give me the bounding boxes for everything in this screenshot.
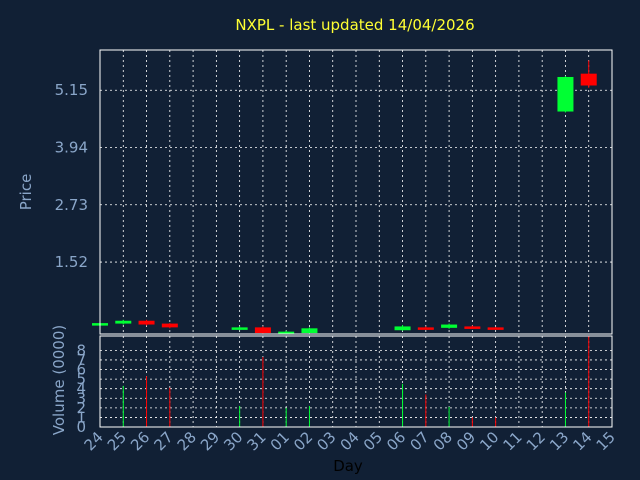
- candle-body: [115, 320, 132, 324]
- candle-body: [254, 327, 271, 334]
- volume-axis-label: Volume (0000): [50, 325, 68, 435]
- candle-body: [464, 326, 481, 329]
- volume-tick-label: 1: [76, 408, 86, 426]
- candle-body: [487, 327, 504, 330]
- x-axis: 2425262728293031010203040506070809101112…: [81, 428, 619, 454]
- candle-body: [417, 327, 434, 330]
- candle-body: [231, 327, 248, 330]
- price-tick-label: 1.52: [55, 253, 88, 271]
- volume-tick-label: 7: [76, 351, 86, 369]
- volume-tick-label: 0: [76, 418, 86, 436]
- volume-tick-label: 8: [76, 341, 86, 359]
- candle-body: [557, 76, 574, 112]
- candle-body: [278, 331, 295, 335]
- candle-body: [580, 73, 597, 86]
- candle-body: [441, 324, 458, 328]
- volume-tick-label: 4: [76, 380, 86, 398]
- price-panel-frame: [99, 49, 613, 335]
- price-tick-label: 3.94: [55, 139, 88, 157]
- candle-body: [138, 320, 155, 325]
- price-tick-label: 2.73: [55, 196, 88, 214]
- x-axis-label: Day: [333, 457, 363, 475]
- price-axis-label: Price: [17, 174, 35, 211]
- volume-tick-label: 5: [76, 370, 86, 388]
- candle-body: [161, 323, 178, 328]
- volume-panel-frame: [99, 335, 613, 428]
- chart-title: NXPL - last updated 14/04/2026: [235, 16, 474, 34]
- volume-tick-label: 6: [76, 361, 86, 379]
- volume-tick-label: 3: [76, 389, 86, 407]
- candle-body: [301, 328, 318, 334]
- price-tick-label: 5.15: [55, 81, 88, 99]
- volume-tick-label: 2: [76, 399, 86, 417]
- candle-body: [394, 326, 411, 331]
- x-tick-label: 15: [593, 428, 619, 454]
- price-panel: 1.52 2.73 3.94 5.15: [55, 49, 613, 335]
